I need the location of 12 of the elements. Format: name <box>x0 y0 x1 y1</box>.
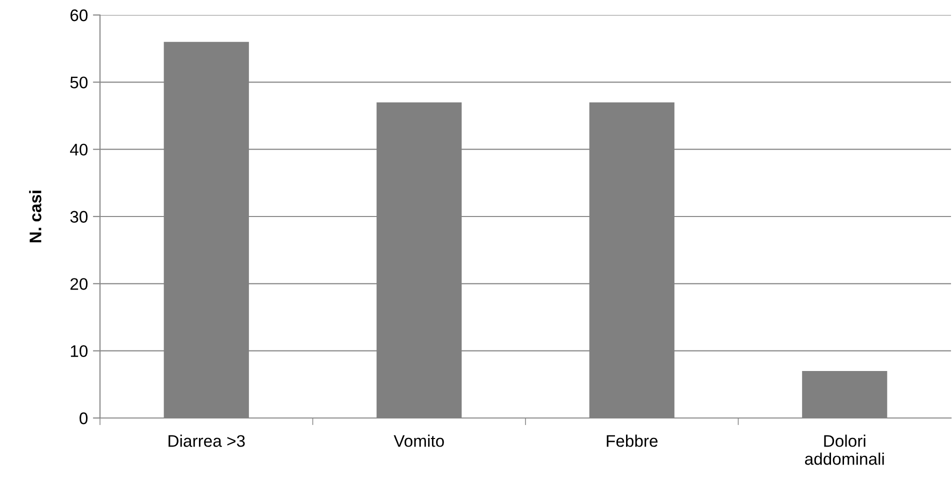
x-tick-label: Dolori addominali <box>805 434 884 465</box>
y-tick-label: 0 <box>80 412 88 424</box>
y-tick-label: 20 <box>70 278 88 290</box>
y-tick-label: 40 <box>70 144 88 156</box>
x-tick-label: Diarrea >3 <box>168 434 245 447</box>
y-tick-label: 50 <box>70 76 88 88</box>
y-tick-label: 30 <box>70 210 88 223</box>
x-tick-label: Febbre <box>606 434 658 447</box>
y-axis-title: N. casi <box>29 190 42 242</box>
y-tick-label: 60 <box>70 9 88 22</box>
y-tick-label: 10 <box>70 345 88 358</box>
x-tick-label: Vomito <box>394 434 444 447</box>
